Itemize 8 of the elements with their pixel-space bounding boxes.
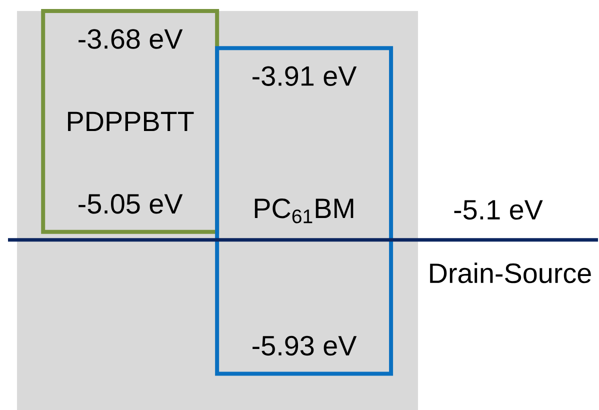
data-label: -3.91 eV xyxy=(252,66,357,86)
data-label: -5.05 eV xyxy=(78,194,183,214)
text: Drain-Source xyxy=(430,262,591,284)
data-label: -5.1 eV xyxy=(454,200,543,220)
data-label: -3.68 eV xyxy=(78,29,183,49)
category-label: PDPPBTT xyxy=(68,112,194,132)
category-label: PC$_{61}$BM xyxy=(254,198,354,224)
data-label: -5.93 eV xyxy=(252,336,357,356)
